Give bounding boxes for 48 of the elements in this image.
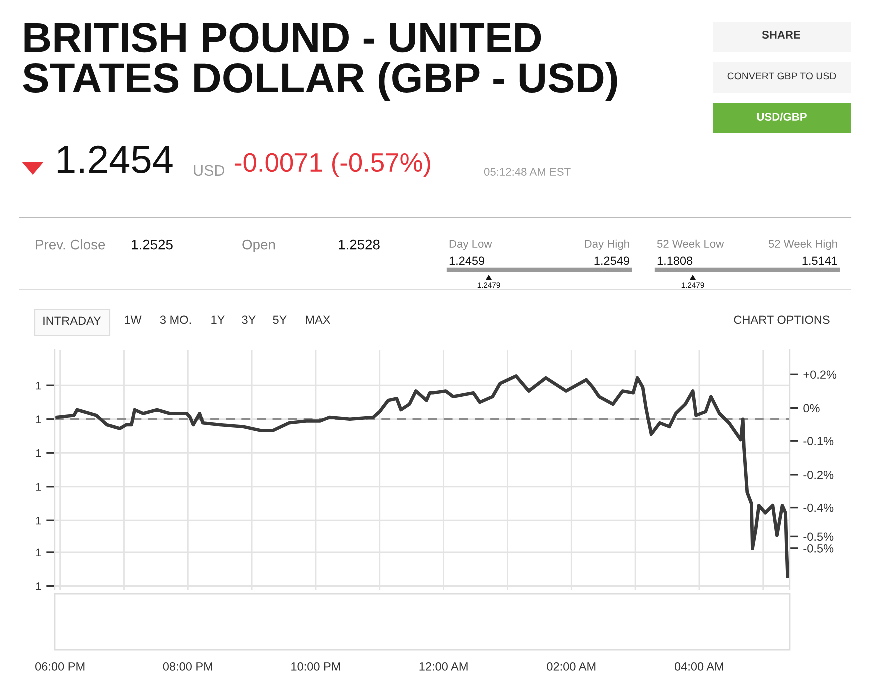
text: 52 Week High bbox=[768, 240, 838, 250]
y2-tick-label: -0.5% bbox=[804, 532, 834, 542]
x-tick-label: 10:00 PM bbox=[292, 662, 340, 671]
text: 1.2454 bbox=[58, 146, 173, 174]
x-tick-label: 02:00 AM bbox=[547, 662, 596, 671]
y2-tick-label: -0.4% bbox=[804, 504, 834, 512]
text: Open bbox=[242, 240, 276, 252]
text: -0.0071 (-0.57%) bbox=[235, 152, 430, 178]
text: Prev. Close bbox=[36, 240, 106, 250]
text: SHARE bbox=[762, 31, 800, 39]
text: USD bbox=[194, 165, 225, 176]
text: 1W bbox=[125, 316, 142, 324]
chart-title: BRITISH POUND - UNITED STATES DOLLAR (GBP - USD) bbox=[23, 23, 618, 102]
text: Day Low bbox=[450, 240, 492, 250]
y-tick-label: 1 bbox=[36, 517, 42, 525]
text: 1.2525 bbox=[132, 240, 173, 250]
y-tick-label: 1 bbox=[36, 483, 42, 491]
text: 52 Week Low bbox=[657, 240, 724, 248]
y-tick-label: 1 bbox=[36, 582, 42, 590]
text: 1.5141 bbox=[802, 256, 838, 266]
y-tick-label: 1 bbox=[36, 548, 42, 557]
text: INTRADAY bbox=[44, 316, 102, 326]
x-tick-label: 08:00 PM bbox=[163, 662, 212, 671]
text: 3Y bbox=[242, 316, 256, 324]
text: 05:12:48 AM EST bbox=[484, 168, 571, 176]
y2-tick-label: -0.2% bbox=[804, 470, 834, 480]
text: 1.2549 bbox=[594, 256, 630, 266]
x-tick-label: 04:00 AM bbox=[674, 662, 724, 671]
y2-tick-label: 0% bbox=[804, 404, 820, 413]
y-tick-label: 1 bbox=[36, 450, 42, 458]
text: CONVERT GBP TO USD bbox=[728, 72, 836, 80]
text: Day High bbox=[585, 240, 630, 250]
x-tick-label: 06:00 PM bbox=[36, 662, 85, 671]
text: 1.2528 bbox=[339, 240, 380, 250]
text: USD/GBP bbox=[757, 112, 807, 122]
text: 1.2459 bbox=[450, 256, 485, 266]
text: 1Y bbox=[212, 316, 225, 324]
text: 5Y bbox=[273, 316, 287, 324]
text: 3 MO. bbox=[160, 316, 191, 324]
text: CHART OPTIONS bbox=[734, 316, 830, 324]
y-tick-label: 1 bbox=[36, 382, 42, 390]
x-tick-label: 12:00 AM bbox=[420, 662, 468, 671]
text: MAX bbox=[306, 316, 331, 324]
text: 1.1808 bbox=[658, 256, 693, 266]
y2-tick-label: -0.5% bbox=[804, 544, 834, 553]
y-tick-label: 1 bbox=[36, 416, 42, 424]
y2-tick-label: +0.2% bbox=[804, 370, 837, 380]
y2-tick-label: -0.1% bbox=[804, 437, 834, 446]
